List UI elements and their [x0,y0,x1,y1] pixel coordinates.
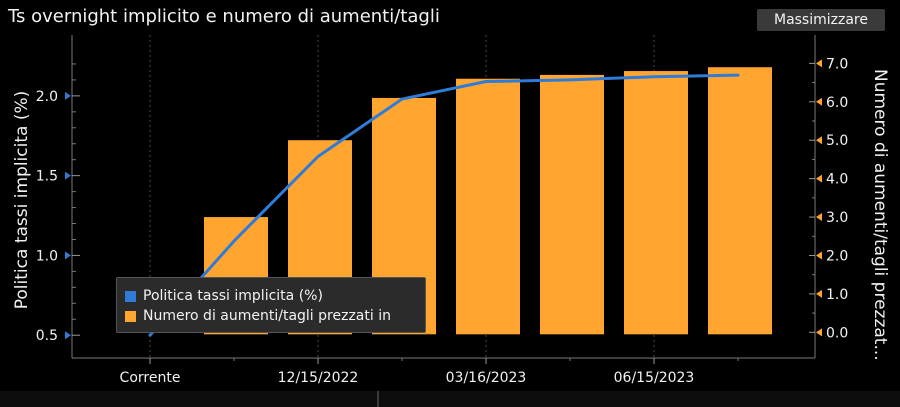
x-tick-label-1: 12/15/2022 [278,370,359,386]
y-left-tick-label-1: 1.0 [36,248,58,264]
y-right-tick-marker-0 [816,328,822,337]
bar-4 [456,78,520,335]
x-tick-label-2: 03/16/2023 [446,370,527,386]
bar-5 [540,74,604,335]
line-series [148,73,740,337]
y-left-tick-label-3: 2.0 [36,89,58,105]
y-left-tick-label-2: 1.5 [36,169,58,185]
y-right-tick-marker-2 [816,251,822,260]
legend-item-rate: Politica tassi implicita (%) [125,287,323,305]
y-left-tick-marker-3 [65,91,71,100]
legend-swatch-rate [125,290,136,302]
legend-label-rate: Politica tassi implicita (%) [143,288,323,304]
chart-title: Ts overnight implicito e numero di aumen… [8,6,440,27]
y-left-tick-marker-2 [65,171,71,180]
rate-line [148,73,740,337]
x-tick-label-3: 06/15/2023 [614,370,695,386]
bottom-divider [377,391,379,407]
y-right-tick-marker-6 [816,97,822,106]
y-right-tick-label-3: 3.0 [826,210,848,226]
y-right-tick-label-5: 5.0 [826,133,848,149]
bar-6 [624,71,688,335]
x-tick-label-0: Corrente [120,370,181,386]
y-axis-right-label: Numero di aumenti/tagli prezzat... [870,69,890,361]
legend-swatch-hikes [125,310,136,322]
legend: Politica tassi implicita (%) Numero di a… [116,277,426,333]
y-right-tick-marker-1 [816,289,822,298]
y-right-tick-label-7: 7.0 [826,56,848,72]
y-left-tick-marker-0 [65,331,71,340]
y-right-tick-marker-3 [816,213,822,222]
y-right-tick-label-1: 1.0 [826,287,848,303]
axes [65,35,822,364]
bottom-bar [0,391,900,407]
y-axis-left-label: Politica tassi implicita (%) [12,90,32,310]
y-right-tick-label-6: 6.0 [826,95,848,111]
tick-labels: 0.5 1.0 1.5 2.0 0.0 1.0 2.0 3.0 4.0 5.0 6.0 7.0 Corr… [36,56,849,386]
y-right-tick-label-4: 4.0 [826,172,848,188]
y-right-tick-marker-4 [816,174,822,183]
y-left-tick-label-0: 0.5 [36,328,58,344]
y-right-tick-marker-5 [816,136,822,145]
y-right-tick-label-2: 2.0 [826,248,848,264]
legend-item-hikes: Numero di aumenti/tagli prezzati in [125,307,391,325]
bar-7 [708,67,772,335]
y-right-tick-label-0: 0.0 [826,325,848,341]
maximize-button[interactable]: Massimizzare [757,9,885,31]
legend-label-hikes: Numero di aumenti/tagli prezzati in [143,308,391,324]
y-right-tick-marker-7 [816,59,822,68]
y-left-tick-marker-1 [65,251,71,260]
